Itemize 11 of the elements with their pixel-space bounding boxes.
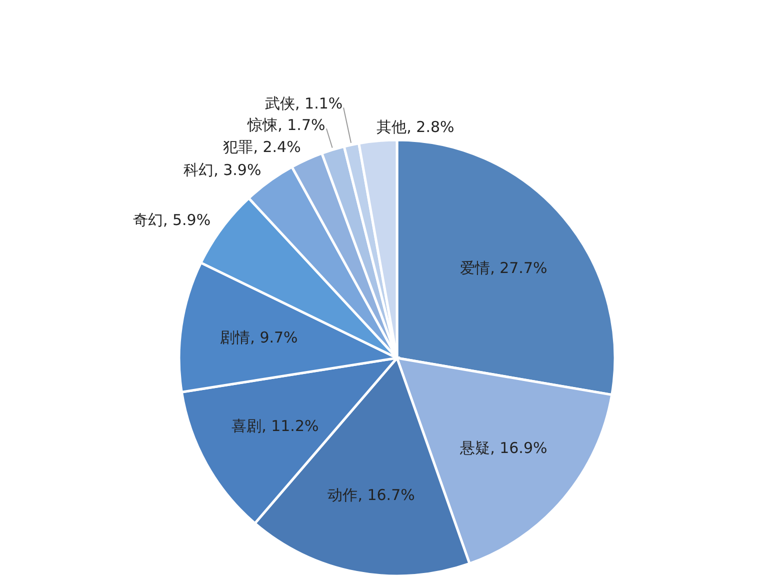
slice-label: 剧情, 9.7% <box>220 328 298 346</box>
slice-label: 其他, 2.8% <box>376 118 454 136</box>
slice-label: 爱情, 27.7% <box>460 259 548 278</box>
slice-label: 科幻, 3.9% <box>184 160 262 179</box>
slice-label: 犯罪, 2.4% <box>223 138 301 156</box>
slice-label: 喜剧, 11.2% <box>232 416 319 435</box>
slice-label: 悬疑, 16.9% <box>459 438 548 457</box>
slice-label: 奇幻, 5.9% <box>132 210 211 229</box>
slice-label: 动作, 16.7% <box>328 486 415 504</box>
slice-label: 惊悚, 1.7% <box>246 116 326 134</box>
slice-label: 武侠, 1.1% <box>265 94 343 113</box>
